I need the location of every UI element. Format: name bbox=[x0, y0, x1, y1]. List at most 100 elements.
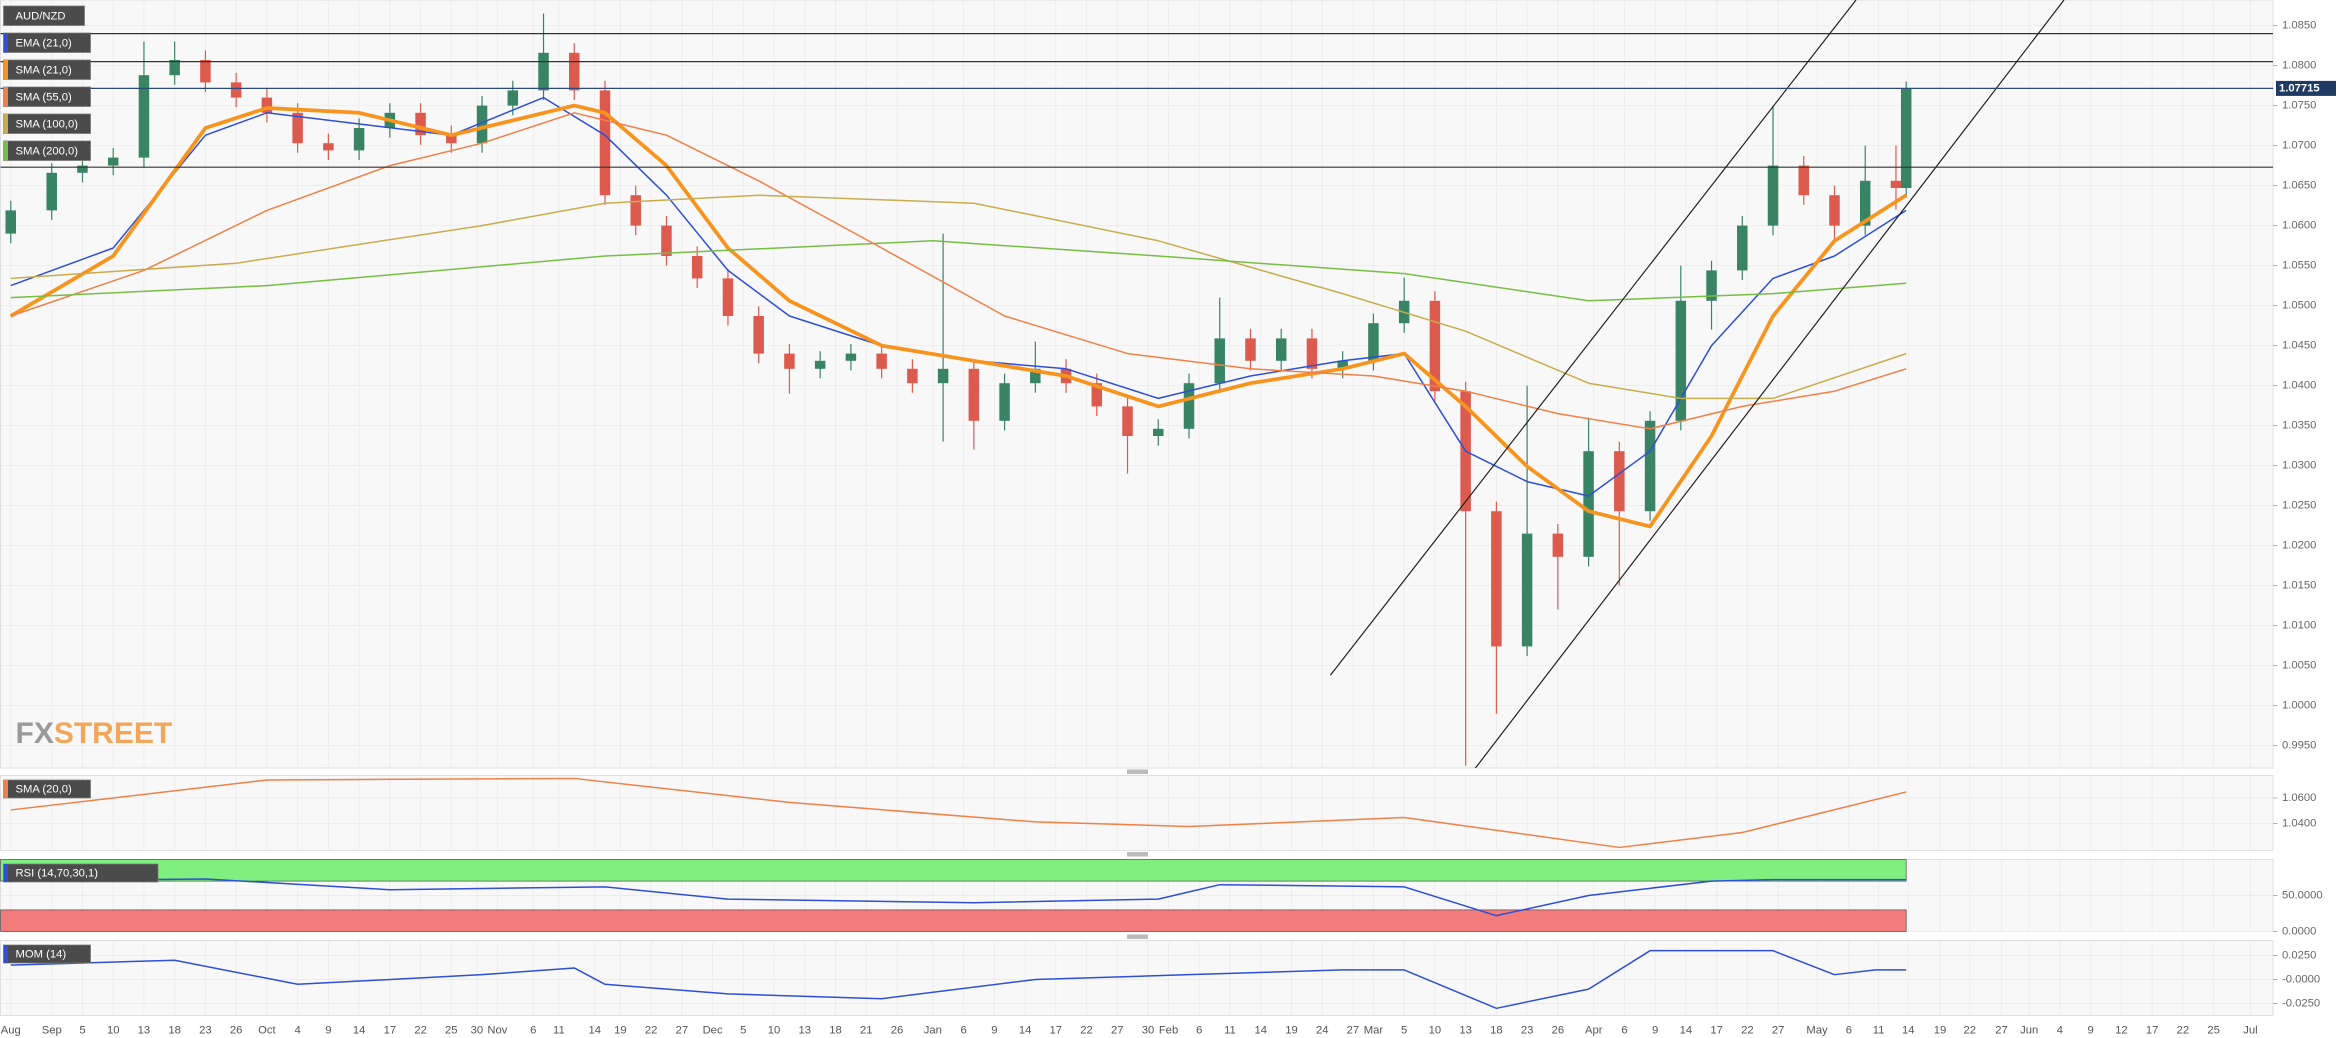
y-tick-label: 1.0250 bbox=[2282, 500, 2316, 512]
x-tick-label: 23 bbox=[1521, 1024, 1534, 1036]
candle-body bbox=[1122, 406, 1133, 436]
panel-handle[interactable] bbox=[1127, 934, 1148, 940]
candle-body bbox=[323, 143, 334, 151]
series-line bbox=[10, 878, 1907, 917]
candle-body bbox=[814, 360, 826, 369]
x-tick-label: Nov bbox=[487, 1024, 507, 1036]
legend-label: RSI (14,70,30,1) bbox=[16, 868, 99, 880]
candle-body bbox=[169, 60, 180, 76]
overlay bbox=[0, 0, 2273, 768]
panel-handle[interactable] bbox=[1127, 769, 1148, 775]
y-tick-label: 1.0050 bbox=[2282, 660, 2316, 672]
x-tick-label: 9 bbox=[2087, 1024, 2093, 1036]
legend-box[interactable] bbox=[3, 5, 85, 26]
x-tick-label: 6 bbox=[1196, 1024, 1202, 1036]
x-tick-label: 4 bbox=[294, 1024, 300, 1036]
candle-body bbox=[1859, 180, 1871, 226]
legend-label: SMA (21,0) bbox=[16, 64, 73, 76]
x-tick-label: 5 bbox=[740, 1024, 746, 1036]
x-tick-label: 12 bbox=[2115, 1024, 2128, 1036]
legend-swatch bbox=[3, 945, 8, 963]
candle-body bbox=[1491, 511, 1502, 647]
x-tick-label: 19 bbox=[614, 1024, 627, 1036]
x-tick-label: Oct bbox=[258, 1024, 276, 1036]
legend-swatch bbox=[3, 864, 8, 882]
legend-swatch bbox=[3, 87, 8, 107]
candle-body bbox=[1429, 300, 1441, 392]
series-line bbox=[10, 112, 1907, 430]
candle-body bbox=[937, 368, 949, 384]
series-line bbox=[10, 194, 1907, 400]
candle-body bbox=[876, 353, 887, 369]
candle-body bbox=[1091, 383, 1103, 407]
x-tick-label: 14 bbox=[588, 1024, 601, 1036]
x-tick-label: 14 bbox=[1254, 1024, 1267, 1036]
y-tick-label: 0.9950 bbox=[2282, 740, 2316, 752]
x-tick-label: 13 bbox=[138, 1024, 151, 1036]
x-tick-label: 22 bbox=[414, 1024, 427, 1036]
candle-body bbox=[1583, 451, 1594, 557]
x-tick-label: 9 bbox=[325, 1024, 331, 1036]
watermark: FXSTREET bbox=[16, 717, 173, 750]
panel-background bbox=[0, 775, 2274, 851]
x-tick-label: Mar bbox=[1364, 1024, 1384, 1036]
legend-swatch bbox=[3, 114, 8, 134]
x-tick-label: 19 bbox=[1934, 1024, 1947, 1036]
x-tick-label: 17 bbox=[384, 1024, 397, 1036]
x-tick-label: Apr bbox=[1585, 1024, 1603, 1036]
band bbox=[0, 909, 1907, 932]
x-tick-label: 13 bbox=[1459, 1024, 1472, 1036]
y-tick-label: 1.0300 bbox=[2282, 460, 2316, 472]
x-tick-label: 18 bbox=[1490, 1024, 1503, 1036]
x-tick-label: 26 bbox=[230, 1024, 243, 1036]
watermark-left: FX bbox=[16, 717, 54, 750]
candle-body bbox=[999, 383, 1010, 421]
y-tick-label: 1.0500 bbox=[2282, 300, 2316, 312]
panel-handle[interactable] bbox=[1127, 852, 1148, 857]
candle-body bbox=[261, 97, 273, 113]
candle-body bbox=[1275, 338, 1287, 361]
x-tick-label: 27 bbox=[1111, 1024, 1124, 1036]
x-tick-label: 25 bbox=[445, 1024, 458, 1036]
candle-body bbox=[446, 135, 457, 144]
candle-body bbox=[138, 75, 150, 158]
y-tick-label: 0.0250 bbox=[2282, 949, 2316, 961]
x-tick-label: 30 bbox=[1142, 1024, 1155, 1036]
y-tick-label: 1.0750 bbox=[2282, 100, 2316, 112]
x-tick-label: 18 bbox=[829, 1024, 842, 1036]
y-tick-label: -0.0000 bbox=[2282, 973, 2320, 985]
x-tick-label: 5 bbox=[1401, 1024, 1407, 1036]
x-tick-label: 5 bbox=[79, 1024, 85, 1036]
x-tick-label: 13 bbox=[799, 1024, 812, 1036]
y-tick-label: 1.0650 bbox=[2282, 180, 2316, 192]
y-tick-label: -0.0250 bbox=[2282, 997, 2320, 1009]
x-tick-label: 22 bbox=[1080, 1024, 1093, 1036]
y-tick-label: 0.0000 bbox=[2282, 925, 2316, 937]
y-tick-label: 1.0800 bbox=[2282, 60, 2316, 72]
y-tick-label: 1.0200 bbox=[2282, 540, 2316, 552]
x-tick-label: 6 bbox=[1621, 1024, 1627, 1036]
candle-body bbox=[845, 353, 857, 361]
x-tick-label: 14 bbox=[1680, 1024, 1693, 1036]
x-tick-label: 24 bbox=[1316, 1024, 1329, 1036]
x-tick-label: Jan bbox=[924, 1024, 942, 1036]
candle-body bbox=[476, 105, 488, 144]
candle-body bbox=[1644, 420, 1656, 512]
candle-body bbox=[1214, 338, 1225, 384]
x-tick-label: Jun bbox=[2020, 1024, 2038, 1036]
y-tick-label: 1.0700 bbox=[2282, 140, 2316, 152]
x-tick-label: 27 bbox=[1347, 1024, 1360, 1036]
candle-body bbox=[722, 278, 734, 316]
x-tick-label: 18 bbox=[168, 1024, 181, 1036]
x-tick-label: 25 bbox=[2207, 1024, 2220, 1036]
x-tick-label: Jul bbox=[2243, 1024, 2257, 1036]
x-tick-label: 26 bbox=[1552, 1024, 1565, 1036]
y-tick-label: 1.0850 bbox=[2282, 20, 2316, 32]
legend-label: AUD/NZD bbox=[16, 10, 66, 22]
x-tick-label: 6 bbox=[530, 1024, 536, 1036]
legend-label: SMA (200,0) bbox=[16, 145, 79, 157]
x-tick-label: 17 bbox=[1050, 1024, 1063, 1036]
y-tick-label: 1.0600 bbox=[2282, 792, 2316, 804]
